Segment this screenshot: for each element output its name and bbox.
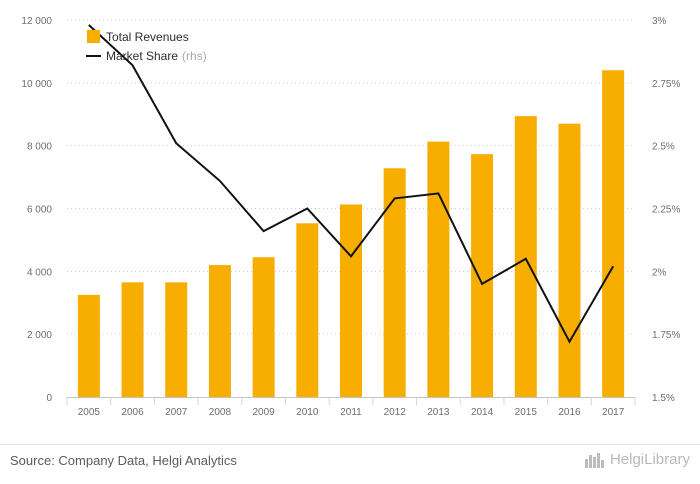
bar [515,116,537,397]
helgi-library-logo[interactable]: HelgiLibrary [584,451,690,468]
footer: Source: Company Data, Helgi Analytics He… [0,444,700,484]
x-tick-label: 2009 [252,407,275,418]
y-right-tick-label: 1.75% [652,330,680,341]
bar-series [78,70,624,397]
bar [122,282,144,397]
x-tick-label: 2006 [121,407,144,418]
x-tick-label: 2012 [384,407,407,418]
x-tick-label: 2011 [340,407,362,418]
x-tick-label: 2017 [602,407,625,418]
y-left-tick-label: 0 [46,393,52,404]
x-tick-label: 2013 [427,407,450,418]
y-left-tick-label: 8 000 [27,142,52,153]
bar [558,124,580,397]
x-tick-label: 2016 [558,407,581,418]
bar [253,257,275,397]
bar [427,142,449,397]
legend-label-bar: Total Revenues [106,30,189,44]
source-text: Source: Company Data, Helgi Analytics [10,453,237,468]
x-tick-label: 2014 [471,407,494,418]
bar [165,282,187,397]
bar [602,70,624,397]
bar [340,204,362,397]
y-left-tick-label: 6 000 [27,205,52,216]
bar [296,223,318,397]
legend-line-name: Market Share [106,49,178,63]
y-left-tick-label: 10 000 [21,79,52,90]
x-tick-label: 2007 [165,407,188,418]
x-tick-label: 2005 [78,407,101,418]
y-left-tick-label: 12 000 [21,16,52,27]
legend-swatch-bar [87,30,100,43]
y-right-tick-label: 3% [652,16,667,27]
y-right-tick-label: 2.75% [652,79,680,90]
x-tick-label: 2015 [515,407,538,418]
y-left-tick-label: 4 000 [27,267,52,278]
revenue-market-share-chart: 0 2 000 4 000 6 000 8 000 10 000 12 000 1.5% 1.7… [0,0,700,445]
logo-text: HelgiLibrary [610,451,690,468]
legend: Total Revenues Market Share (rhs) [86,30,207,63]
bar [78,295,100,397]
x-tick-label: 2010 [296,407,319,418]
x-tick-label: 2008 [209,407,232,418]
bar [209,265,231,397]
legend-line-suffix: (rhs) [182,49,207,63]
bar [471,154,493,397]
y-right-tick-label: 1.5% [652,393,675,404]
y-right-tick-label: 2% [652,267,667,278]
logo-skyline-icon [584,452,606,468]
y-right-tick-label: 2.5% [652,142,675,153]
y-right-tick-label: 2.25% [652,205,680,216]
bar [384,168,406,397]
legend-label-line: Market Share (rhs) [106,49,207,63]
y-left-tick-label: 2 000 [27,330,52,341]
